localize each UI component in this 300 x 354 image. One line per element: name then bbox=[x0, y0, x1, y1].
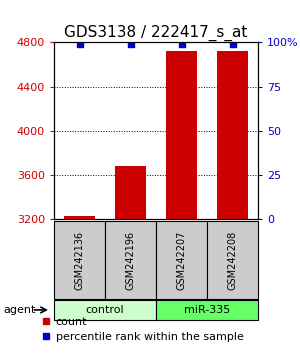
Bar bbox=[217, 51, 248, 219]
Point bbox=[77, 41, 82, 47]
Title: GDS3138 / 222417_s_at: GDS3138 / 222417_s_at bbox=[64, 25, 248, 41]
Text: GSM242207: GSM242207 bbox=[176, 230, 187, 290]
Text: miR-335: miR-335 bbox=[184, 305, 230, 315]
Bar bbox=[166, 51, 197, 219]
Point bbox=[230, 41, 235, 47]
Point bbox=[128, 41, 133, 47]
Text: GSM242208: GSM242208 bbox=[227, 230, 238, 290]
Text: agent: agent bbox=[3, 305, 35, 315]
Bar bbox=[64, 216, 95, 219]
Text: GSM242136: GSM242136 bbox=[74, 230, 85, 290]
Text: GSM242196: GSM242196 bbox=[125, 230, 136, 290]
Legend: count, percentile rank within the sample: count, percentile rank within the sample bbox=[36, 312, 248, 347]
Point bbox=[179, 41, 184, 47]
Text: control: control bbox=[86, 305, 124, 315]
Bar bbox=[115, 166, 146, 219]
